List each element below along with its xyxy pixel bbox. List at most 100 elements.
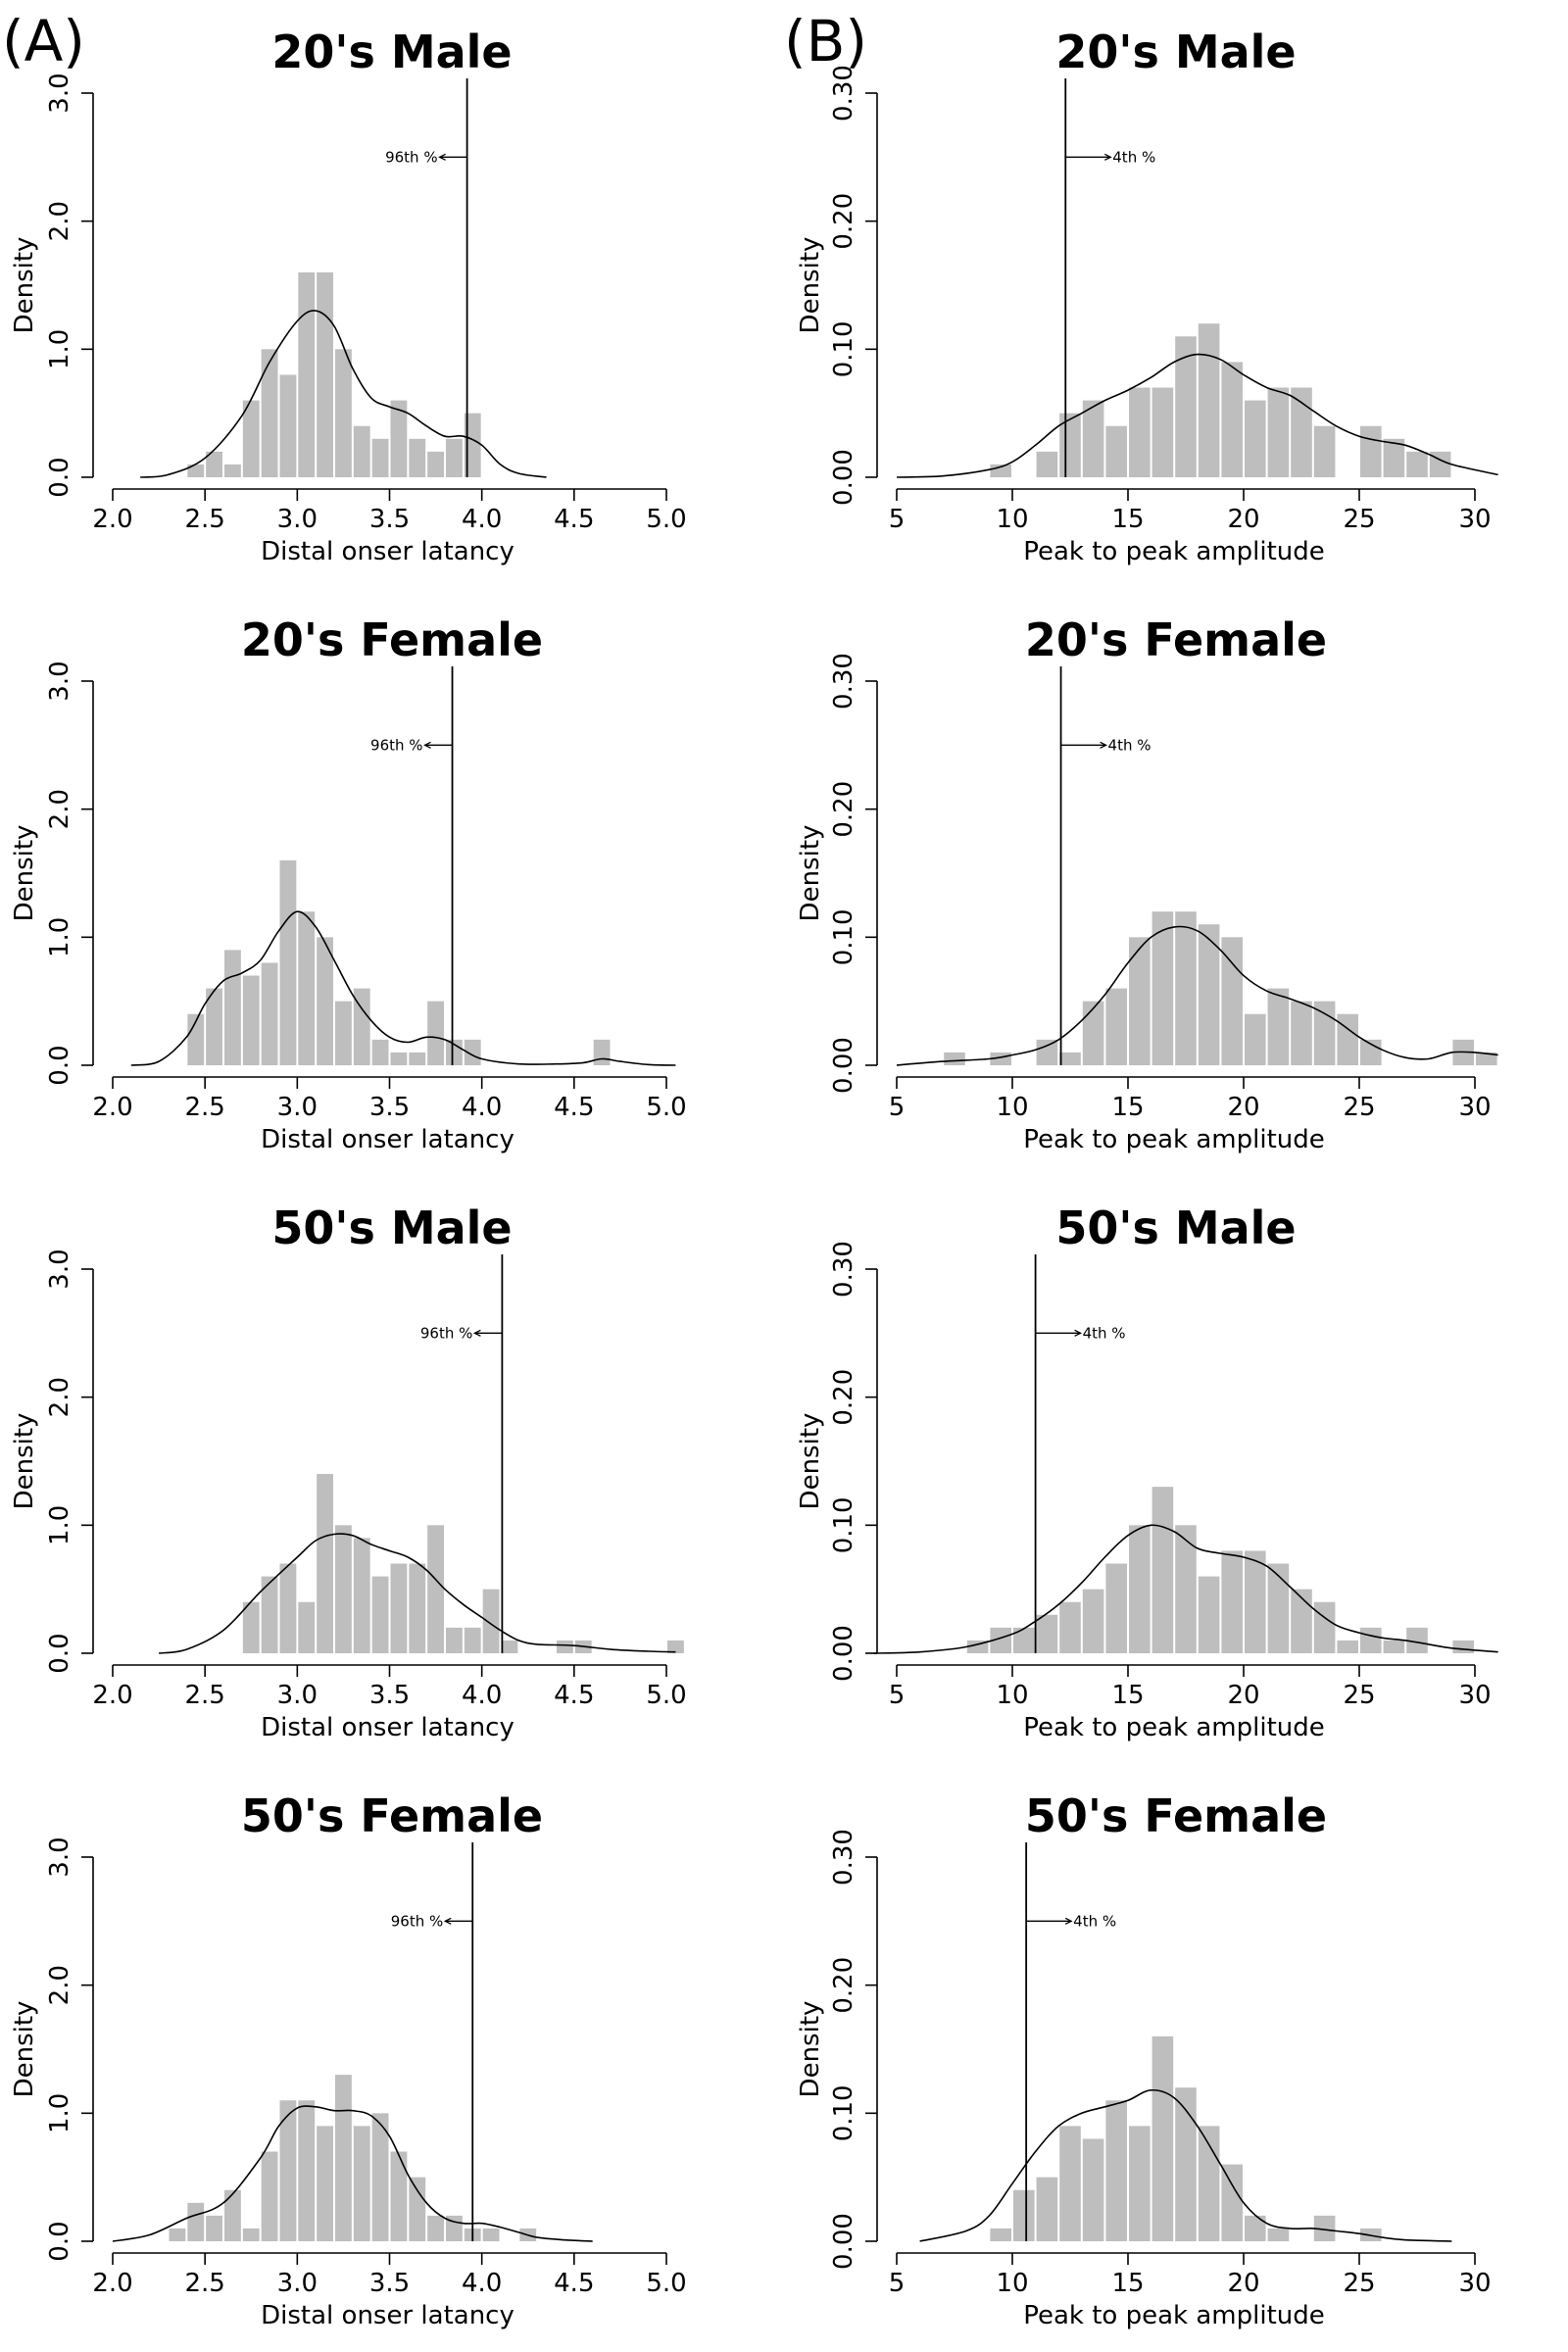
y-tick-label: 0.30 [829, 653, 858, 710]
y-tick-label: 2.0 [45, 201, 74, 241]
x-tick-label: 30 [1458, 1093, 1491, 1122]
histogram-bar [206, 451, 222, 477]
x-tick-label: 3.5 [369, 505, 410, 534]
x-tick-label: 15 [1111, 1681, 1144, 1710]
histogram-bar [482, 1589, 500, 1653]
x-axis-label: Distal onser latancy [261, 1713, 514, 1742]
x-axis-label: Peak to peak amplitude [1023, 537, 1325, 566]
y-tick-label: 0.10 [829, 2084, 858, 2141]
histogram-bar [206, 2215, 222, 2241]
y-tick-label: 0.0 [45, 1045, 74, 1085]
histogram-bar [1291, 387, 1312, 477]
panel-letter-a: (A) [2, 8, 85, 74]
arrowhead-icon [1103, 153, 1112, 161]
y-axis-label: Density [10, 825, 39, 922]
histogram-bar [1452, 1640, 1474, 1653]
histogram-bar [1360, 1627, 1382, 1653]
histogram-bar [242, 2228, 260, 2241]
histogram-bar [427, 1001, 444, 1065]
y-tick-label: 2.0 [45, 1965, 74, 2005]
x-tick-label: 2.0 [92, 505, 132, 534]
percentile-label: 4th % [1083, 1324, 1126, 1342]
histogram-bar [1291, 1001, 1312, 1065]
chart-panel: 20's Male 96th % 2.0 2.5 3.0 3.5 4.0 4.5 5.0 Dist… [10, 25, 687, 566]
histogram-bar [317, 1474, 333, 1653]
y-tick-label: 0.20 [829, 1369, 858, 1426]
x-tick-label: 4.0 [462, 505, 502, 534]
arrowhead-icon [443, 1917, 452, 1925]
arrowhead-icon [438, 153, 446, 161]
histogram-bar [169, 2228, 186, 2241]
chart-panel: 50's Male 4th % 5 10 15 20 25 30 Peak to peak am… [796, 1201, 1498, 1742]
histogram-bar [353, 988, 370, 1065]
x-tick-label: 5 [889, 505, 906, 534]
histogram-bar [224, 950, 241, 1065]
histogram-bar [1291, 1589, 1312, 1653]
chart-title: 20's Male [271, 25, 512, 78]
histogram-bar [1152, 387, 1174, 477]
x-tick-label: 3.5 [369, 1681, 410, 1710]
percentile-label: 96th % [370, 736, 423, 754]
histogram-bar [1313, 2215, 1336, 2241]
histogram-bar [1221, 1550, 1243, 1653]
histogram-bar [1221, 937, 1243, 1065]
chart-grid: 20's Male 96th % 2.0 2.5 3.0 3.5 4.0 4.5 5.0 Dist… [10, 25, 1498, 2330]
histogram-bar [1313, 1001, 1336, 1065]
histogram-bar [1245, 1550, 1266, 1653]
histogram-bar [206, 988, 222, 1065]
x-tick-label: 5.0 [646, 1681, 686, 1710]
histogram-bar [1383, 438, 1405, 477]
histogram-bar [1013, 2189, 1035, 2241]
histogram-bar [335, 2075, 352, 2241]
y-tick-label: 2.0 [45, 1377, 74, 1417]
chart-title: 20's Female [241, 613, 543, 666]
y-tick-label: 2.0 [45, 789, 74, 829]
histogram-bar [1337, 1013, 1358, 1065]
arrowhead-icon [1074, 1329, 1083, 1337]
histogram-bar [1175, 2087, 1197, 2241]
histogram-bar [335, 1525, 352, 1653]
chart-panel: 20's Female 96th % 2.0 2.5 3.0 3.5 4.0 4.5 5.0 Di… [10, 613, 687, 1154]
histogram-bar [1313, 425, 1336, 477]
histogram-bar [298, 1601, 316, 1653]
arrowhead-icon [1064, 1917, 1073, 1925]
histogram-bar [1245, 400, 1266, 477]
percentile-label: 4th % [1112, 148, 1155, 166]
x-tick-label: 4.0 [462, 2269, 502, 2298]
histogram-bar [1267, 1563, 1290, 1653]
histogram-bar [1129, 1525, 1151, 1653]
histogram-bar [371, 1039, 389, 1065]
chart-panel: 50's Male 96th % 2.0 2.5 3.0 3.5 4.0 4.5 5.0 Dist… [10, 1201, 687, 1742]
x-tick-label: 20 [1227, 1093, 1259, 1122]
y-tick-label: 1.0 [45, 917, 74, 957]
panel-letter-b: (B) [784, 8, 867, 74]
histogram-bar [298, 911, 316, 1065]
histogram-bar [1476, 1052, 1497, 1065]
x-tick-label: 5.0 [646, 505, 686, 534]
histogram-bar [390, 400, 408, 477]
histogram-bar [317, 271, 333, 477]
x-tick-label: 10 [996, 1093, 1028, 1122]
histogram-bar [390, 2151, 408, 2241]
y-tick-label: 0.20 [829, 781, 858, 838]
chart-title: 50's Male [1055, 1201, 1296, 1254]
y-tick-label: 0.00 [829, 1625, 858, 1682]
histogram-bar [242, 975, 260, 1065]
histogram-bar [1221, 362, 1243, 477]
y-tick-label: 0.0 [45, 2221, 74, 2261]
x-tick-label: 2.5 [184, 1681, 224, 1710]
x-tick-label: 2.5 [184, 1093, 224, 1122]
x-tick-label: 5 [889, 1681, 906, 1710]
density-curve [130, 910, 676, 1066]
y-axis-label: Density [10, 237, 39, 334]
histogram-bar [1036, 2177, 1058, 2241]
histogram-bar [298, 271, 316, 477]
x-tick-label: 3.0 [277, 2269, 318, 2298]
arrowhead-icon [1100, 741, 1108, 749]
y-axis-label: Density [796, 1413, 825, 1510]
x-tick-label: 25 [1343, 505, 1375, 534]
x-tick-label: 2.0 [92, 1093, 132, 1122]
histogram-bar [1198, 924, 1220, 1065]
x-tick-label: 10 [996, 2269, 1028, 2298]
